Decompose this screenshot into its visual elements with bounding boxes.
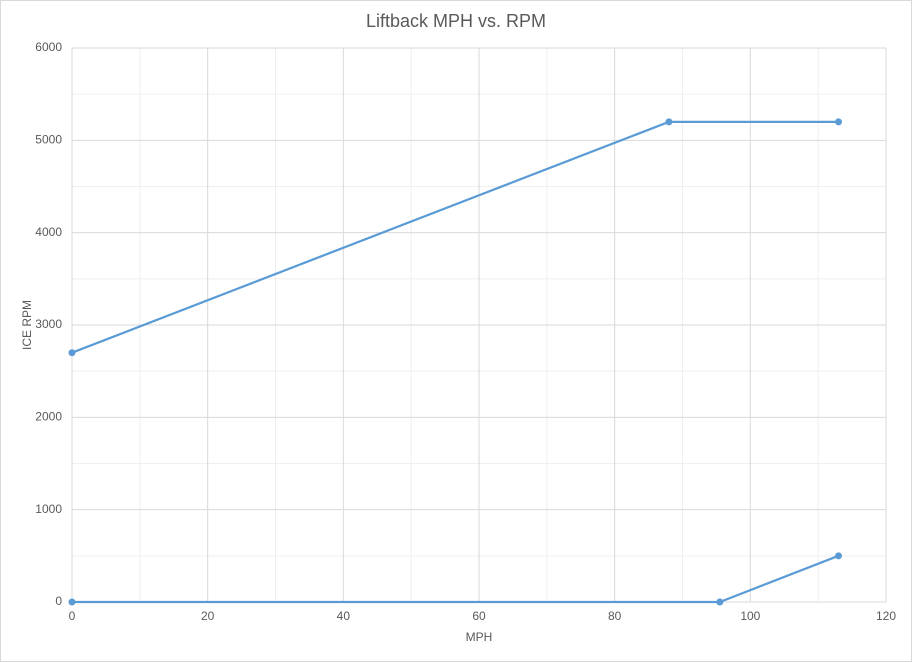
chart-title: Liftback MPH vs. RPM xyxy=(366,11,546,31)
grid xyxy=(71,47,887,603)
y-tick-label: 4000 xyxy=(35,225,62,239)
data-point xyxy=(68,598,76,606)
y-tick-label: 0 xyxy=(55,594,62,608)
x-tick-label: 0 xyxy=(69,609,76,623)
y-axis-label: ICE RPM xyxy=(20,300,34,350)
data-point xyxy=(665,118,673,126)
y-tick-label: 2000 xyxy=(35,410,62,424)
x-tick-label: 80 xyxy=(608,609,622,623)
x-tick-label: 60 xyxy=(472,609,486,623)
x-tick-label: 100 xyxy=(740,609,760,623)
data-point xyxy=(716,598,724,606)
data-point xyxy=(68,349,76,357)
y-tick-label: 6000 xyxy=(35,40,62,54)
x-tick-label: 40 xyxy=(337,609,351,623)
y-tick-label: 5000 xyxy=(35,133,62,147)
x-tick-label: 120 xyxy=(876,609,896,623)
data-point xyxy=(835,118,843,126)
y-tick-label: 1000 xyxy=(35,502,62,516)
y-tick-label: 3000 xyxy=(35,317,62,331)
x-axis-label: MPH xyxy=(466,630,493,644)
data-point xyxy=(835,552,843,560)
x-tick-label: 20 xyxy=(201,609,215,623)
